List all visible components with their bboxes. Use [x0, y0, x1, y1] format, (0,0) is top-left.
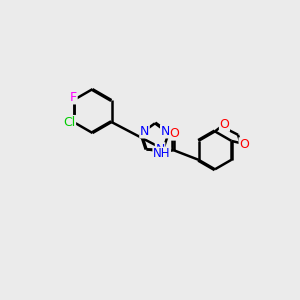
- Text: N: N: [155, 143, 165, 156]
- Text: Cl: Cl: [63, 116, 76, 128]
- Text: F: F: [70, 91, 77, 104]
- Text: O: O: [170, 127, 180, 140]
- Text: O: O: [239, 138, 249, 151]
- Text: NH: NH: [153, 147, 170, 160]
- Text: N: N: [160, 125, 170, 138]
- Text: O: O: [220, 118, 230, 131]
- Text: N: N: [140, 125, 149, 138]
